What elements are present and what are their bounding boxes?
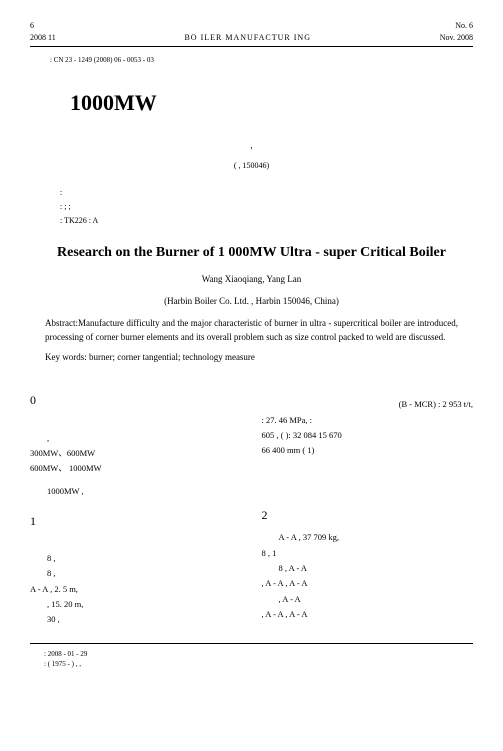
affiliation-english: (Harbin Boiler Co. Ltd. , Harbin 150046,… bbox=[30, 295, 473, 309]
title-english: Research on the Burner of 1 000MW Ultra … bbox=[30, 242, 473, 263]
body-text: , A - A bbox=[262, 592, 474, 607]
body-text: 30 , bbox=[30, 612, 242, 627]
author-english: Wang Xiaoqiang, Yang Lan bbox=[30, 273, 473, 287]
body-text: A - A , 2. 5 m, bbox=[30, 582, 242, 597]
abstract-cn-label: : bbox=[60, 187, 473, 199]
document-id: : CN 23 - 1249 (2008) 06 - 0053 - 03 bbox=[50, 55, 473, 66]
body-text: , A - A , A - A bbox=[262, 607, 474, 622]
body-text: 8 , A - A bbox=[262, 561, 474, 576]
footer-author-info: : ( 1975 - ) , , bbox=[30, 659, 473, 670]
footer: : 2008 - 01 - 29 : ( 1975 - ) , , bbox=[30, 643, 473, 670]
section-1-heading: 1 bbox=[30, 512, 242, 530]
author-chinese: , bbox=[30, 139, 473, 153]
header-date-right: Nov. 2008 bbox=[440, 32, 473, 44]
left-column: 0 , 300MW、600MW 600MW、 1000MW 1000MW , 1… bbox=[30, 379, 242, 627]
section-2-heading: 2 bbox=[262, 506, 474, 524]
keywords-english: Key words: burner; corner tangential; te… bbox=[45, 351, 458, 365]
affiliation-chinese: ( , 150046) bbox=[30, 160, 473, 172]
body-text: A - A , 37 709 kg, bbox=[262, 530, 474, 545]
section-0-heading: 0 bbox=[30, 391, 242, 409]
classification-info: : TK226 : A bbox=[60, 215, 473, 227]
body-text: 66 400 mm ( 1) bbox=[262, 443, 474, 458]
body-columns: 0 , 300MW、600MW 600MW、 1000MW 1000MW , 1… bbox=[30, 379, 473, 627]
abstract-english: Abstract:Manufacture difficulty and the … bbox=[45, 316, 458, 345]
body-text: 1000MW , bbox=[30, 484, 242, 499]
body-text: , bbox=[30, 431, 242, 446]
keywords-cn: : ; ; bbox=[60, 201, 473, 213]
body-text: 8 , 1 bbox=[262, 546, 474, 561]
body-text: 8 , bbox=[30, 551, 242, 566]
body-text: : 27. 46 MPa, : bbox=[262, 413, 474, 428]
header-vol: 6 bbox=[30, 20, 56, 32]
header-journal: BO ILER MANUFACTUR ING bbox=[56, 32, 440, 44]
right-column: (B - MCR) : 2 953 t/t, : 27. 46 MPa, : 6… bbox=[262, 379, 474, 627]
body-text: 600MW、 1000MW bbox=[30, 461, 242, 476]
body-text: , 15. 20 m, bbox=[30, 597, 242, 612]
title-chinese: 1000MW bbox=[70, 86, 473, 119]
body-text: 300MW、600MW bbox=[30, 446, 242, 461]
header-issue: No. 6 bbox=[440, 20, 473, 32]
body-text: , A - A , A - A bbox=[262, 576, 474, 591]
body-text: 8 , bbox=[30, 566, 242, 581]
footer-date: : 2008 - 01 - 29 bbox=[30, 649, 473, 660]
page-header: 6 2008 11 BO ILER MANUFACTUR ING No. 6 N… bbox=[30, 20, 473, 47]
header-date-left: 2008 11 bbox=[30, 32, 56, 44]
body-text: (B - MCR) : 2 953 t/t, bbox=[262, 397, 474, 412]
body-text: 605 , ( ): 32 084 15 670 bbox=[262, 428, 474, 443]
